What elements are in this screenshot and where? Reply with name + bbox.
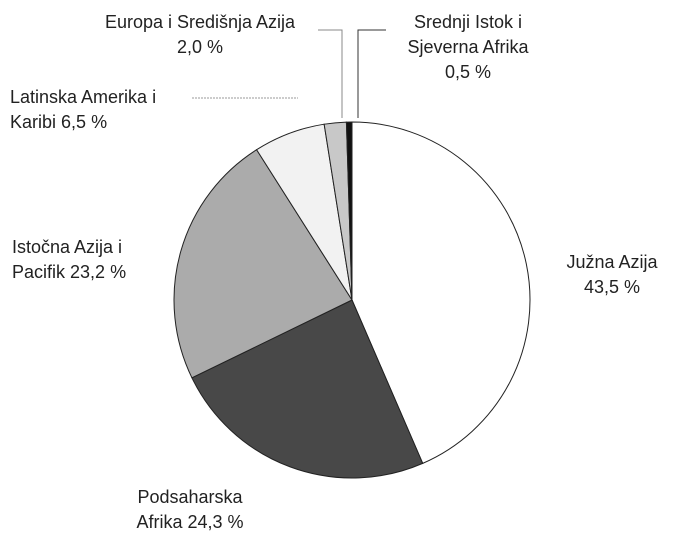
leader-line	[318, 29, 343, 118]
leader-line	[357, 29, 386, 118]
value-label: 2,0 %	[176, 37, 224, 57]
category-label: Srednji Istok i Sjeverna Afrika	[407, 12, 529, 57]
pie-slice	[173, 149, 353, 379]
value-label: 6,5 %	[61, 112, 108, 132]
slice-label: Latinska Amerika i Karibi 6,5 %	[10, 85, 185, 135]
category-label: Podsaharska Afrika	[136, 487, 243, 532]
category-label: Istočna Azija i Pacifik	[12, 237, 123, 282]
pie-slice	[345, 121, 353, 301]
category-label: Južna Azija	[566, 252, 658, 272]
slice-label: Podsaharska Afrika 24,3 %	[125, 485, 255, 535]
slice-label: Srednji Istok i Sjeverna Afrika 0,5 %	[393, 10, 543, 85]
value-label: 43,5 %	[583, 277, 641, 297]
pie-slice	[191, 299, 424, 479]
slice-label: Istočna Azija i Pacifik 23,2 %	[12, 235, 162, 285]
slice-label: Južna Azija 43,5 %	[557, 250, 667, 300]
value-label: 23,2 %	[70, 262, 127, 282]
slice-label: Europa i Središnja Azija 2,0 %	[85, 10, 315, 60]
value-label: 0,5 %	[444, 62, 492, 82]
category-label: Latinska Amerika i Karibi	[10, 87, 157, 132]
pie-slice	[351, 121, 531, 465]
value-label: 24,3 %	[187, 512, 244, 532]
slices	[173, 121, 531, 479]
category-label: Europa i Središnja Azija	[104, 12, 296, 32]
